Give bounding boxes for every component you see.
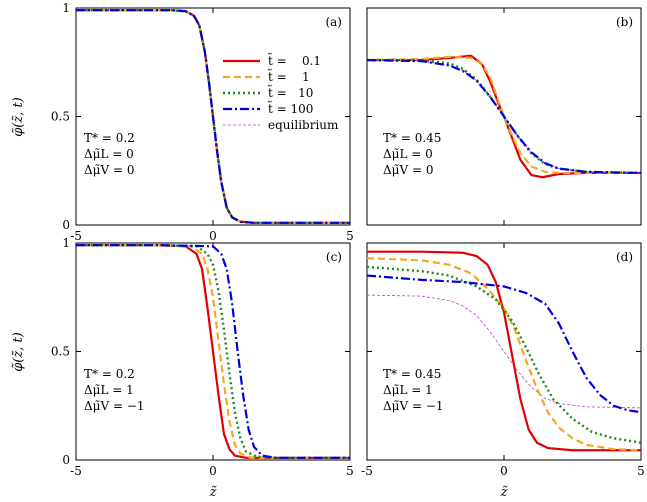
- panel-c-param-temperature: T* = 0.2: [84, 367, 135, 381]
- panel-c-y-tick-label: 0: [62, 453, 70, 467]
- panel-d-series-t-0-1: [367, 250, 641, 452]
- panel-d-x-tick-label: -5: [361, 464, 373, 478]
- panel-c-y-tick-label: 1: [62, 236, 70, 250]
- panel-d-param-temperature: T* = 0.45: [383, 367, 441, 381]
- panel-d-ticks: -5 0 5: [361, 242, 645, 478]
- panel-d-series-t-1: [367, 257, 641, 452]
- legend-label-t10: t̃ = 10: [268, 84, 314, 100]
- panel-c-tag: (c): [326, 250, 342, 264]
- legend-label-equilibrium: equilibrium: [268, 118, 339, 132]
- panel-d-x-tick-label: 5: [637, 464, 645, 478]
- panel-b-series-t-1: [367, 55, 641, 175]
- panel-c-series-t-10: [76, 243, 350, 460]
- panel-d-x-tick-label: 0: [500, 464, 508, 478]
- panel-b-ticks: [366, 7, 642, 226]
- legend: t̃ = 0.1 t̃ = 1 t̃ = 10 t̃ = 100 equilib…: [223, 52, 339, 132]
- panel-a-series-t-100: [76, 9, 350, 224]
- panel-b-series-equilibrium: [367, 59, 641, 174]
- panel-d-series-t-100: [367, 274, 641, 414]
- panel-b-param-mu-v: Δμ̃V = 0: [383, 163, 433, 177]
- panel-d-series: [367, 250, 641, 452]
- x-axis-label-left: z̃: [209, 485, 217, 500]
- panel-c-series-t-1: [76, 244, 350, 459]
- panel-c-param-mu-l: Δμ̃L = 1: [84, 383, 134, 397]
- panel-c-x-tick-label: 0: [209, 464, 217, 478]
- panel-a-x-tick-label: 0: [209, 229, 217, 243]
- panel-b-series-t-100: [367, 58, 641, 175]
- panel-d-tag: (d): [616, 250, 633, 264]
- x-axis-label-right: z̃: [500, 485, 508, 500]
- panel-a-y-tick-label: 1: [62, 1, 70, 15]
- panel-d-param-mu-l: Δμ̃L = 1: [383, 383, 433, 397]
- panel-c-x-tick-label: -5: [70, 464, 82, 478]
- legend-label-t1: t̃ = 1: [268, 68, 310, 84]
- panel-d-series-equilibrium: [367, 294, 641, 409]
- panel-a-y-tick-label: 0.5: [51, 110, 70, 124]
- panel-c-x-tick-label: 5: [346, 464, 354, 478]
- panel-a-tag: (a): [325, 15, 342, 29]
- panel-b-param-temperature: T* = 0.45: [383, 131, 441, 145]
- panel-d-param-mu-v: Δμ̃V = −1: [383, 399, 444, 413]
- panel-d-frame: [366, 242, 642, 461]
- panel-c-y-tick-label: 0.5: [51, 345, 70, 359]
- panel-a-series: [76, 8, 350, 225]
- panel-a-x-tick-label: 5: [346, 229, 354, 243]
- panel-a-x-tick-label: -5: [70, 229, 82, 243]
- panel-c-ticks: -5 0 500.51: [51, 236, 354, 478]
- y-axis-label-bottom: φ̃(z̃, t): [11, 332, 26, 372]
- y-axis-label-top: φ̃(z̃, t): [11, 97, 26, 137]
- panel-b-param-mu-l: Δμ̃L = 0: [383, 147, 433, 161]
- panel-c-series: [76, 243, 350, 460]
- panel-a-param-temperature: T* = 0.2: [84, 131, 135, 145]
- panel-d-series-t-10: [367, 265, 641, 444]
- legend-label-t100: t̃ = 100: [268, 100, 314, 116]
- panel-a-y-tick-label: 0: [62, 218, 70, 232]
- panel-c-series-t-100: [76, 244, 350, 459]
- panel-c-param-mu-v: Δμ̃V = −1: [84, 399, 145, 413]
- panel-b-series: [367, 54, 641, 179]
- panel-c-series-t-0-1: [76, 244, 350, 459]
- legend-label-t01: t̃ = 0.1: [268, 52, 321, 68]
- panel-a-param-mu-l: Δμ̃L = 0: [84, 147, 134, 161]
- panel-b-tag: (b): [616, 15, 633, 29]
- panel-a-param-mu-v: Δμ̃V = 0: [84, 163, 134, 177]
- panel-a-ticks: -5 0 500.51: [51, 1, 354, 243]
